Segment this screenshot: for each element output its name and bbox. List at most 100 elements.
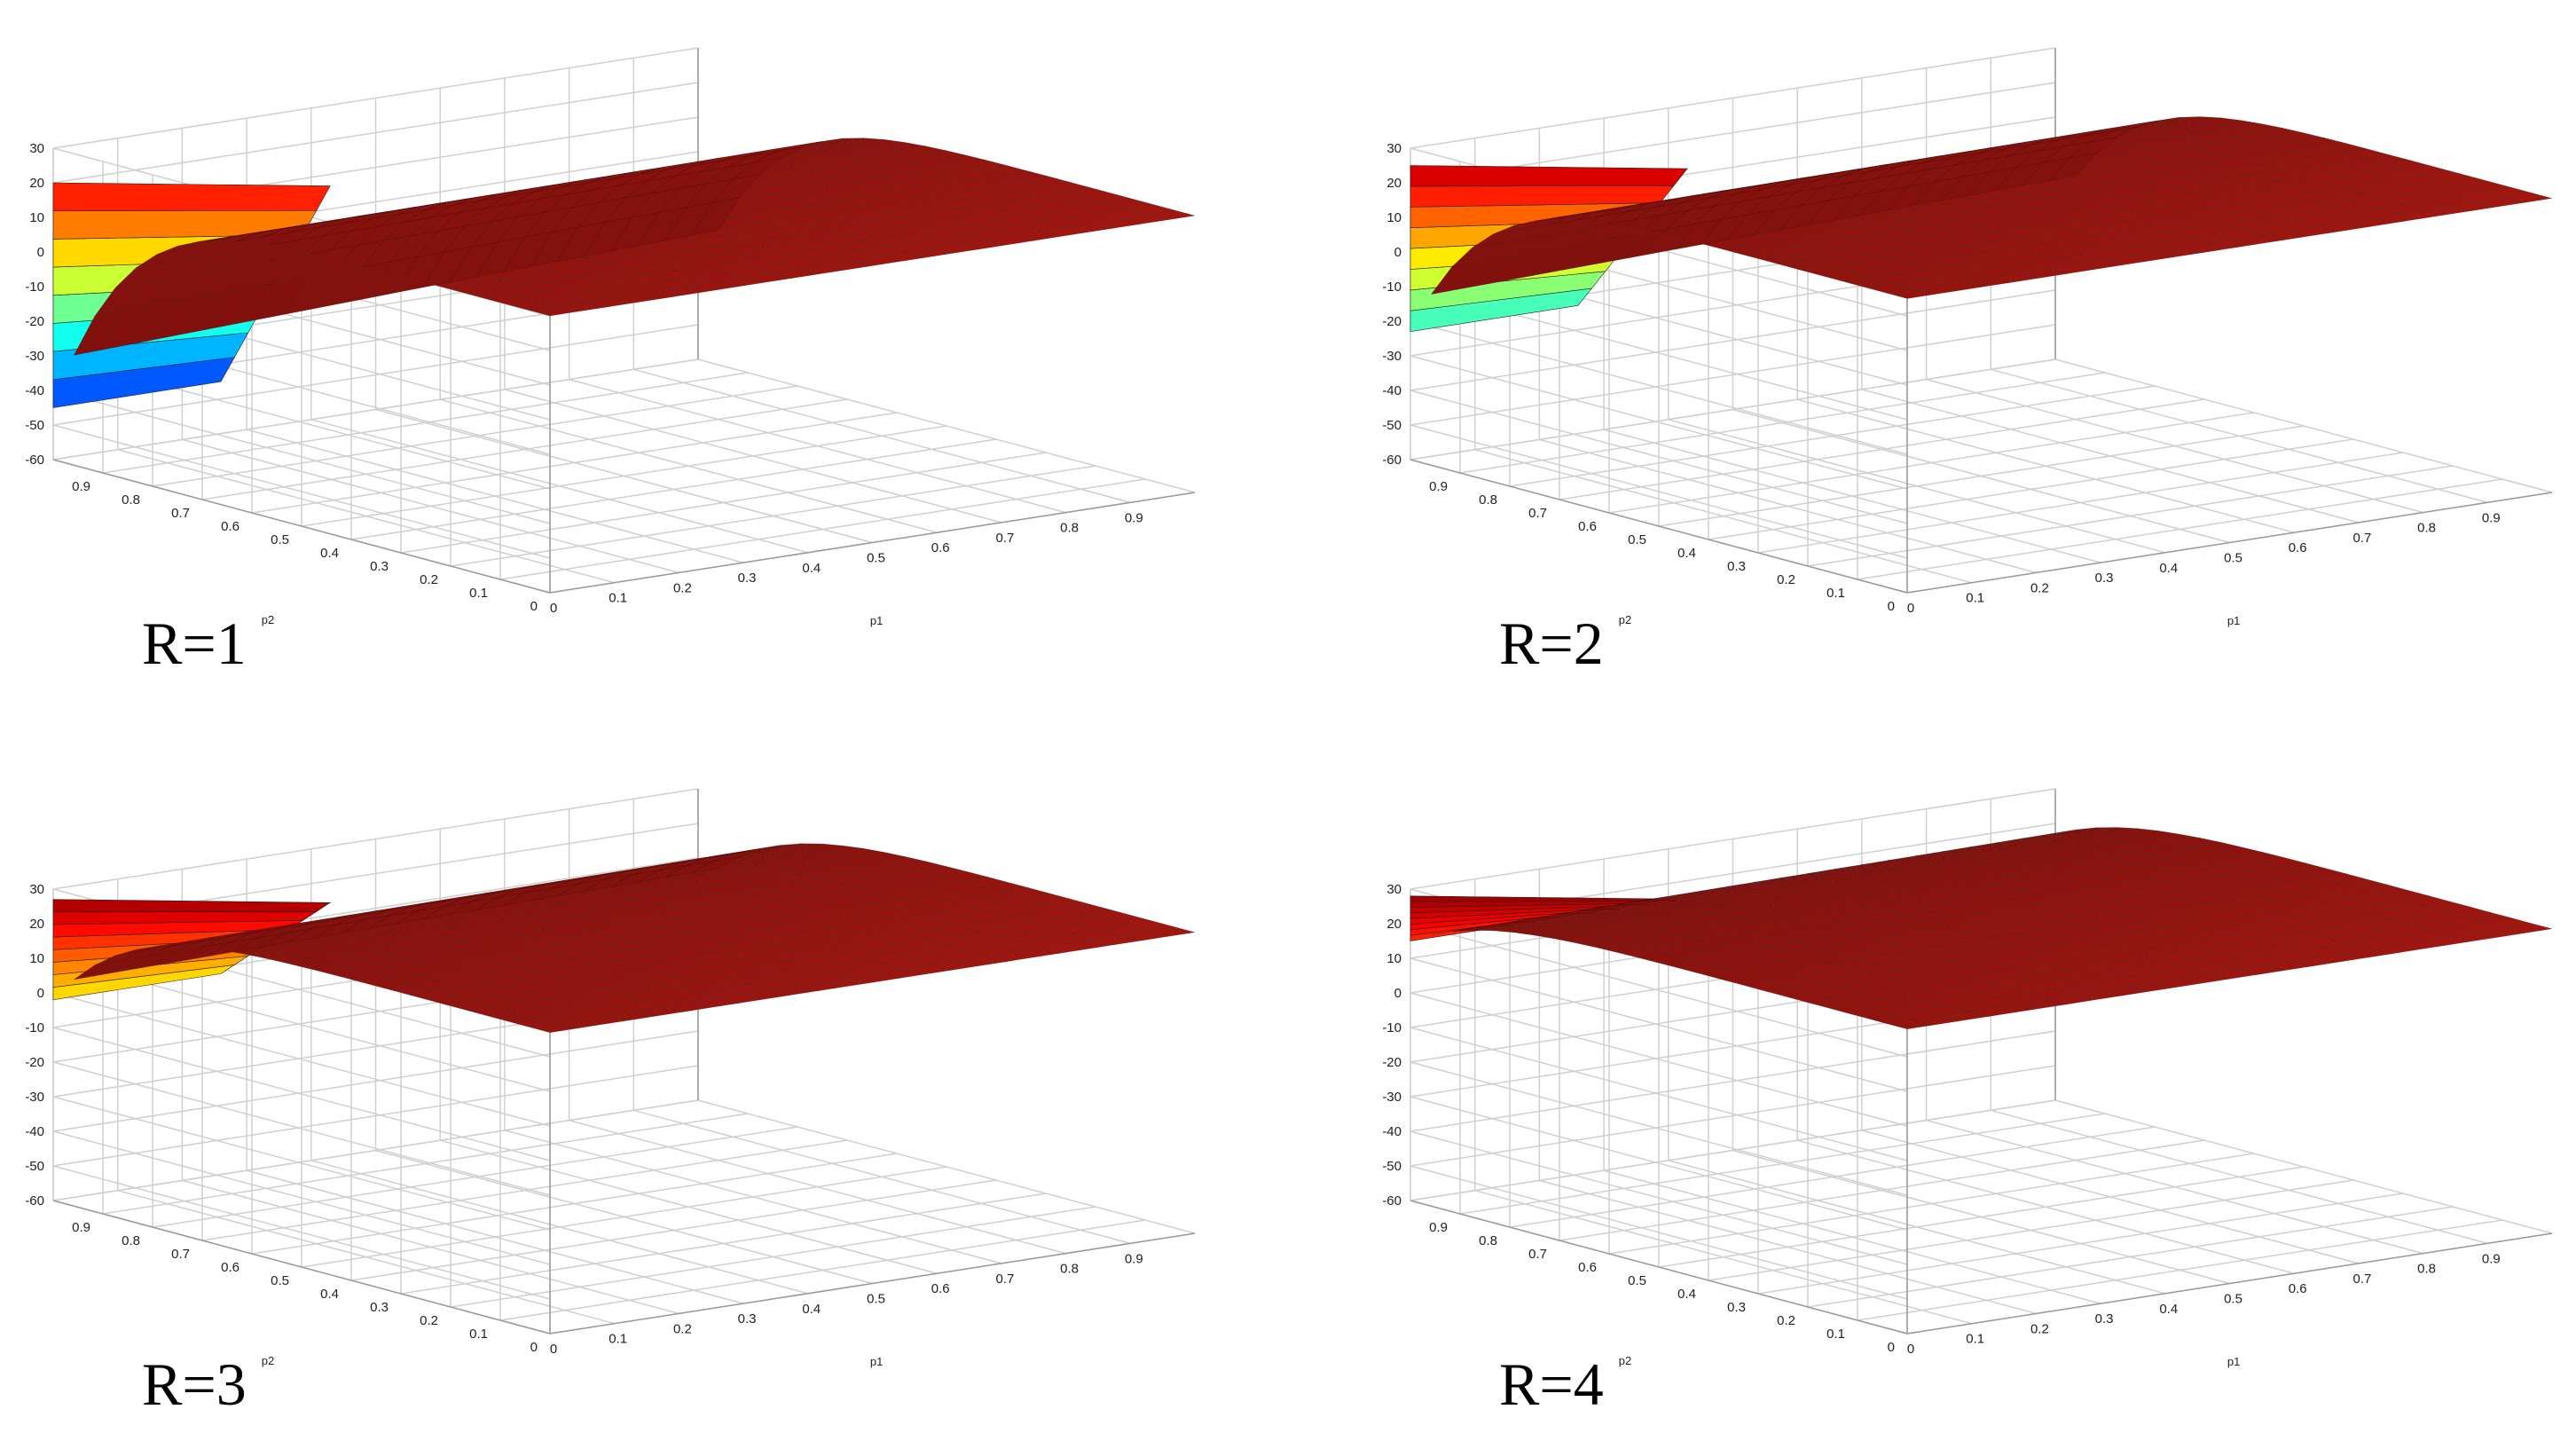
x-tick-label: 0.2 — [673, 580, 692, 595]
z-tick-label: 30 — [29, 882, 44, 897]
x-tick-label: 0.8 — [2417, 1262, 2436, 1277]
z-tick-label: 0 — [37, 986, 44, 1001]
z-tick-label: 20 — [29, 917, 44, 932]
x-tick-label: 0.1 — [1966, 591, 1984, 606]
x-tick-label: 0.9 — [1125, 1251, 1143, 1266]
y-tick-label: 0 — [530, 1340, 538, 1355]
surface — [1410, 827, 2553, 1030]
x-tick-label: 0.5 — [2224, 1292, 2242, 1307]
z-tick-label: -60 — [1382, 1193, 1402, 1209]
y-tick-label: 0.7 — [1528, 506, 1547, 521]
y-tick-label: 0.6 — [1578, 519, 1597, 534]
z-tick-label: -40 — [1382, 383, 1402, 398]
z-tick-label: 30 — [29, 141, 44, 156]
z-tick-label: -40 — [25, 383, 44, 398]
x-tick-label: 0.4 — [802, 561, 821, 576]
panel-label: R=1 — [142, 610, 247, 677]
y-tick-label: 0.3 — [370, 1300, 389, 1315]
z-tick-label: 10 — [1386, 210, 1402, 225]
z-tick-label: -60 — [25, 453, 44, 468]
y-tick-label: 0.5 — [271, 1273, 289, 1288]
x-tick-label: 0.9 — [2482, 1251, 2501, 1266]
x-tick-label: 0 — [1907, 601, 1914, 616]
z-tick-label: -40 — [1382, 1124, 1402, 1139]
y-tick-label: 0.4 — [320, 1287, 339, 1302]
z-tick-label: -30 — [1382, 1090, 1402, 1105]
surface-patch — [691, 197, 741, 236]
surface-patch — [1645, 892, 1694, 901]
z-tick-label: -50 — [25, 1159, 44, 1174]
z-tick-label: -40 — [25, 1124, 44, 1139]
surface-band — [1410, 165, 1688, 187]
y-tick-label: 0.3 — [1727, 559, 1746, 574]
y-tick-label: 0.8 — [122, 1233, 140, 1248]
y-tick-label: 0.2 — [1777, 572, 1795, 587]
z-tick-label: -60 — [1382, 453, 1402, 468]
x-tick-label: 0.4 — [2159, 561, 2178, 576]
x-tick-label: 0.8 — [1060, 1262, 1079, 1277]
tick-labels: 30 20 10 0 -10 -20 -30 -40 -50 -60 0 0.1 0.2 0.3 0.4 0.… — [25, 141, 1143, 616]
y-tick-label: 0.1 — [1826, 1327, 1845, 1342]
z-tick-label: -20 — [1382, 1055, 1402, 1070]
x-tick-label: 0.5 — [867, 1292, 885, 1307]
x-tick-label: 0.9 — [1125, 510, 1143, 525]
x-tick-label: 0.2 — [2030, 1321, 2049, 1336]
x-tick-label: 0.1 — [609, 591, 627, 606]
surface-panel-r1: 30 20 10 0 -10 -20 -30 -40 -50 -60 0 0.1 0.2 0.3 0.4 0.… — [25, 47, 1196, 677]
z-tick-label: -20 — [25, 314, 44, 329]
x-tick-label: 0.4 — [2159, 1302, 2178, 1317]
y-axis-label: p2 — [262, 1354, 274, 1367]
x-tick-label: 0.5 — [867, 551, 885, 566]
z-tick-label: 30 — [1386, 141, 1402, 156]
surface-panel-r3: 30 20 10 0 -10 -20 -30 -40 -50 -60 0 0.1 0.2 0.3 0.4 0.… — [25, 788, 1196, 1418]
x-tick-label: 0.6 — [2289, 1281, 2307, 1296]
y-axis-label: p2 — [1619, 1354, 1631, 1367]
y-tick-label: 0.6 — [221, 1260, 240, 1275]
z-tick-label: -10 — [1382, 1020, 1402, 1035]
x-tick-label: 0 — [1907, 1342, 1914, 1357]
z-tick-label: -50 — [1382, 418, 1402, 433]
z-tick-label: 30 — [1386, 882, 1402, 897]
y-tick-label: 0.9 — [72, 479, 90, 494]
y-tick-label: 0.1 — [1826, 586, 1845, 601]
z-tick-label: -10 — [1382, 280, 1402, 295]
x-tick-label: 0.6 — [931, 1281, 950, 1296]
x-tick-label: 0.7 — [995, 1272, 1014, 1287]
surface-patch — [1484, 917, 1533, 927]
x-axis-label: p1 — [870, 614, 883, 627]
z-tick-label: 20 — [29, 176, 44, 191]
z-tick-label: -30 — [25, 349, 44, 364]
x-tick-label: 0.4 — [802, 1302, 821, 1317]
y-tick-label: 0.9 — [1429, 479, 1448, 494]
surface-band — [52, 899, 332, 913]
tick-labels: 30 20 10 0 -10 -20 -30 -40 -50 -60 0 0.1 0.2 0.3 0.4 0.… — [1382, 882, 2500, 1357]
x-tick-label: 0 — [550, 1342, 557, 1357]
tick-labels: 30 20 10 0 -10 -20 -30 -40 -50 -60 0 0.1 0.2 0.3 0.4 0.… — [25, 882, 1143, 1357]
surface-band — [52, 182, 331, 212]
y-tick-label: 0 — [1888, 1340, 1895, 1355]
x-axis-label: p1 — [2227, 614, 2240, 627]
y-tick-label: 0.2 — [1777, 1313, 1795, 1328]
y-axis-label: p2 — [262, 613, 274, 626]
x-tick-label: 0.6 — [931, 540, 950, 555]
y-tick-label: 0.4 — [320, 546, 339, 561]
y-tick-label: 0.1 — [469, 586, 488, 601]
y-tick-label: 0.8 — [1479, 1233, 1497, 1248]
y-tick-label: 0.8 — [1479, 492, 1497, 508]
z-tick-label: -20 — [25, 1055, 44, 1070]
y-tick-label: 0.4 — [1677, 546, 1696, 561]
z-tick-label: 10 — [29, 210, 44, 225]
x-tick-label: 0.9 — [2482, 510, 2501, 525]
z-tick-label: 10 — [29, 951, 44, 966]
surface-patch — [1565, 905, 1614, 914]
x-tick-label: 0.2 — [2030, 580, 2049, 595]
z-tick-label: -50 — [25, 418, 44, 433]
x-tick-label: 0.7 — [995, 531, 1014, 546]
y-tick-label: 0.5 — [1628, 532, 1646, 547]
surface — [52, 138, 1196, 408]
x-axis-label: p1 — [2227, 1355, 2240, 1368]
z-tick-label: -50 — [1382, 1159, 1402, 1174]
y-tick-label: 0.6 — [1578, 1260, 1597, 1275]
x-tick-label: 0.8 — [2417, 521, 2436, 536]
z-tick-label: -10 — [25, 280, 44, 295]
